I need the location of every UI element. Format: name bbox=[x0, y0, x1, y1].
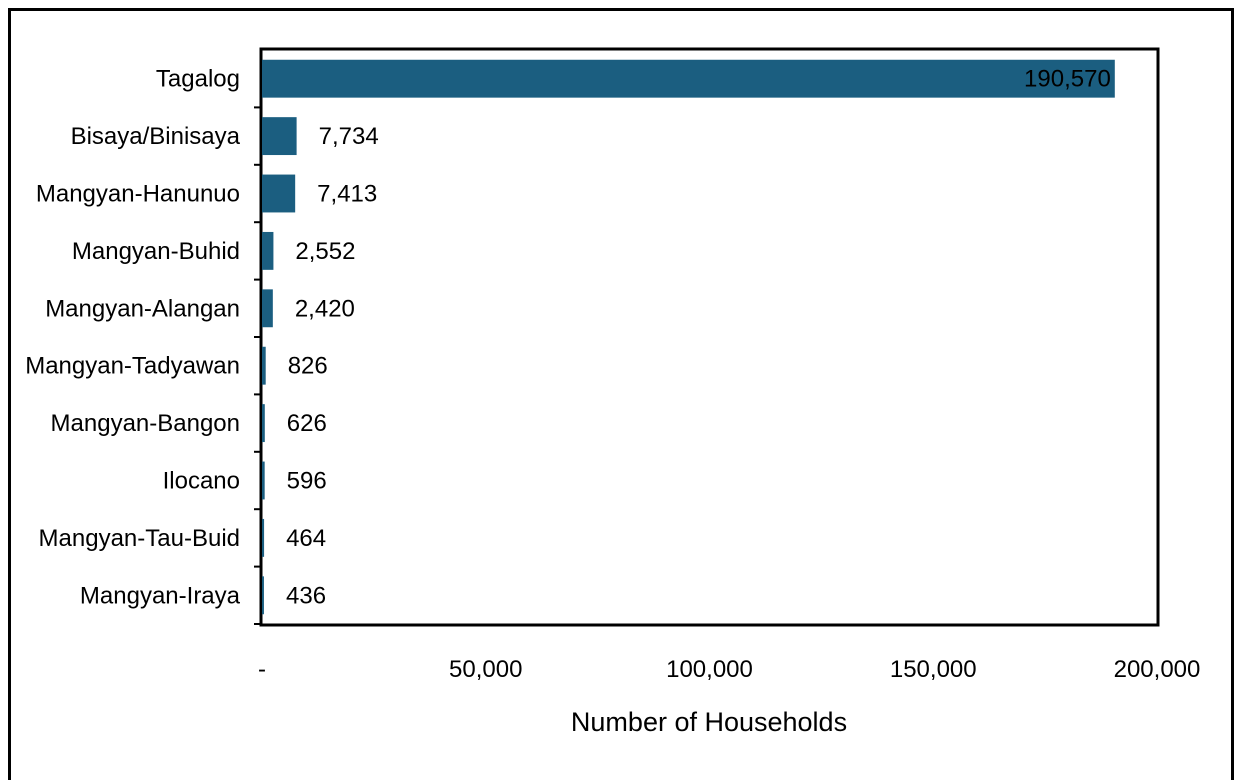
x-tick-labels-group: - 50,000 100,000 150,000 200,000 bbox=[258, 656, 1200, 683]
x-tick-label: 200,000 bbox=[1114, 656, 1201, 683]
category-label-ilocano: Ilocano bbox=[163, 468, 240, 495]
value-label-mangyan-buhid: 2,552 bbox=[295, 238, 355, 265]
bar-mangyan-buhid bbox=[262, 231, 274, 270]
bar-mangyan-tau-buid bbox=[262, 518, 265, 557]
category-label-bisaya-binisaya: Bisaya/Binisaya bbox=[71, 123, 241, 150]
x-tick-label: 50,000 bbox=[449, 656, 522, 683]
bar-mangyan-hanunuo bbox=[262, 174, 296, 213]
value-label-tagalog: 190,570 bbox=[1024, 66, 1111, 93]
category-labels-group: Tagalog Bisaya/Binisaya Mangyan-Hanunuo Man… bbox=[25, 66, 240, 610]
category-label-mangyan-buhid: Mangyan-Buhid bbox=[72, 238, 240, 265]
chart-frame bbox=[8, 8, 1234, 780]
value-label-mangyan-hanunuo: 7,413 bbox=[317, 181, 377, 208]
bars-group bbox=[254, 59, 1115, 625]
x-tick-label: - bbox=[258, 656, 266, 683]
value-label-ilocano: 596 bbox=[287, 468, 327, 495]
value-labels-group: 190,570 7,734 7,413 2,552 2,420 826 626 596 464 4… bbox=[286, 66, 1111, 610]
category-label-tagalog: Tagalog bbox=[156, 66, 240, 93]
value-label-mangyan-alangan: 2,420 bbox=[295, 295, 355, 322]
bar-mangyan-bangon bbox=[262, 404, 265, 443]
bar-mangyan-alangan bbox=[262, 289, 273, 328]
bar-mangyan-tadyawan bbox=[262, 346, 266, 385]
value-label-mangyan-tau-buid: 464 bbox=[286, 525, 326, 552]
category-label-mangyan-tau-buid: Mangyan-Tau-Buid bbox=[39, 525, 240, 552]
category-label-mangyan-alangan: Mangyan-Alangan bbox=[45, 295, 240, 322]
category-label-mangyan-bangon: Mangyan-Bangon bbox=[51, 410, 240, 437]
category-label-mangyan-tadyawan: Mangyan-Tadyawan bbox=[25, 353, 240, 380]
x-tick-label: 100,000 bbox=[666, 656, 753, 683]
value-label-mangyan-bangon: 626 bbox=[287, 410, 327, 437]
plot-area-border bbox=[259, 47, 1160, 627]
value-label-mangyan-iraya: 436 bbox=[286, 582, 326, 609]
x-axis-title: Number of Households bbox=[571, 707, 847, 737]
bar-mangyan-iraya bbox=[262, 576, 264, 615]
bar-tagalog bbox=[262, 59, 1115, 98]
category-label-mangyan-iraya: Mangyan-Iraya bbox=[80, 582, 241, 609]
bar-ilocano bbox=[262, 461, 265, 500]
value-label-mangyan-tadyawan: 826 bbox=[288, 353, 328, 380]
category-label-mangyan-hanunuo: Mangyan-Hanunuo bbox=[36, 181, 240, 208]
bar-bisaya-binisaya bbox=[262, 117, 297, 156]
value-label-bisaya-binisaya: 7,734 bbox=[319, 123, 379, 150]
x-tick-label: 150,000 bbox=[890, 656, 977, 683]
